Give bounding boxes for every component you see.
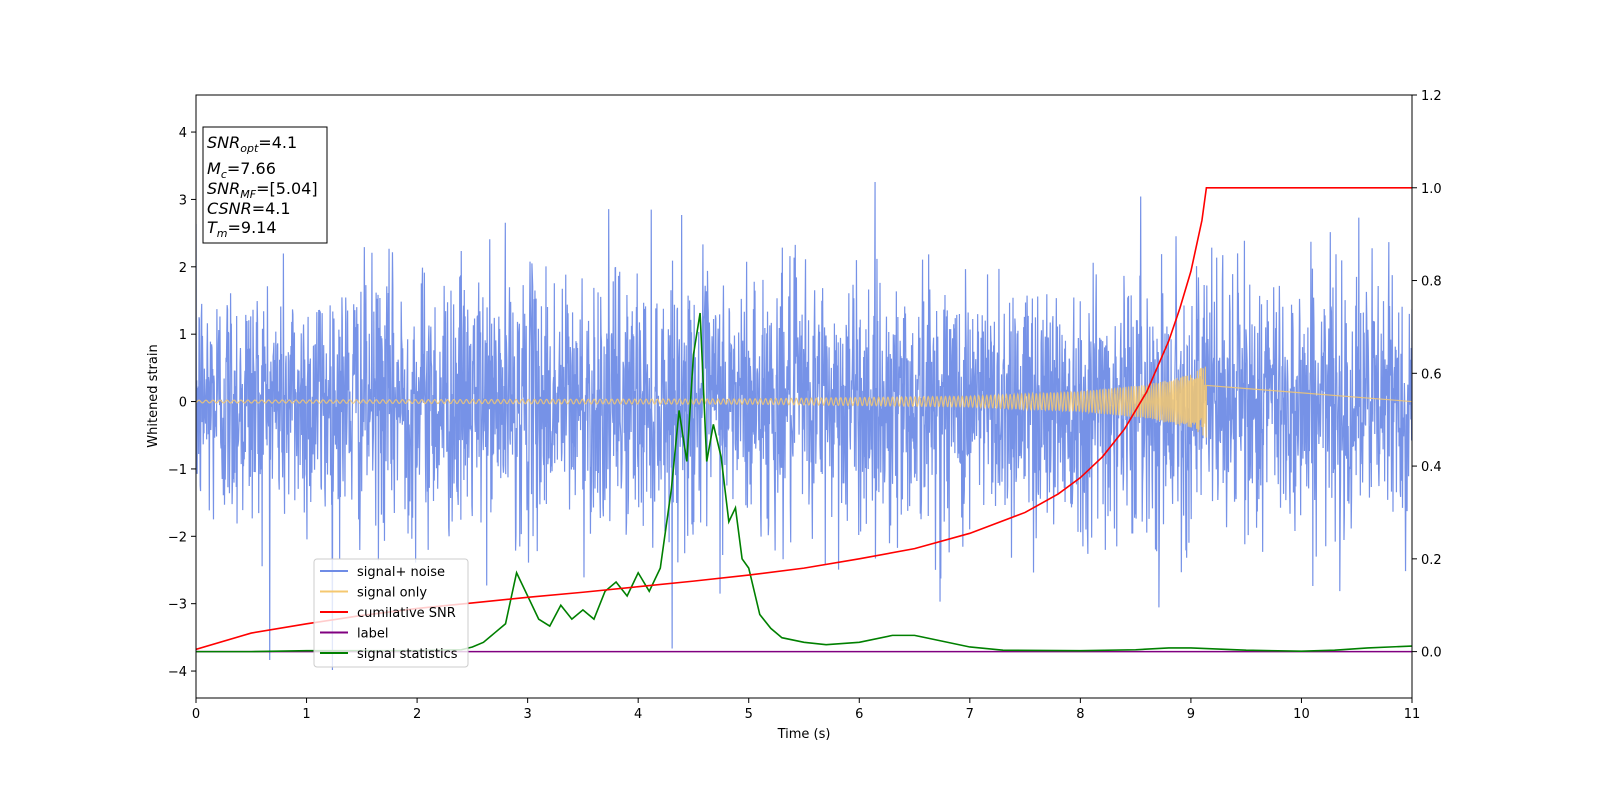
info-box-line: Tm=9.14 — [207, 218, 277, 240]
legend-item-signal-statistics: signal statistics — [320, 647, 458, 662]
y2-tick-label: 0.8 — [1421, 275, 1442, 290]
y-tick-label: 4 — [179, 126, 187, 141]
y-tick-label: −3 — [168, 598, 187, 613]
info-box-line: SNRMF=[5.04] — [207, 179, 318, 201]
y2-tick-label: 0.6 — [1421, 367, 1442, 382]
x-axis-label: Time (s) — [777, 727, 831, 742]
info-box-line: Mc=7.66 — [207, 159, 276, 181]
x-tick-label: 4 — [634, 707, 642, 722]
y2-tick-label: 1.0 — [1421, 182, 1442, 197]
legend-frame — [313, 558, 469, 668]
series-signal-statistics-line — [196, 312, 1412, 653]
x-tick-label: 0 — [192, 707, 200, 722]
x-tick-label: 1 — [302, 707, 310, 722]
x-tick-label: 5 — [745, 707, 753, 722]
plot-frame — [195, 94, 1413, 699]
x-tick-label: 6 — [855, 707, 863, 722]
y2-tick-label: 0.4 — [1421, 460, 1442, 475]
y-tick-label: −4 — [168, 665, 187, 680]
info-box-frame — [202, 126, 328, 244]
legend-item-signal-only: signal only — [320, 586, 427, 601]
x-tick-label: 9 — [1187, 707, 1195, 722]
legend-label: signal statistics — [357, 647, 458, 662]
y-tick-label: −2 — [168, 530, 187, 545]
legend-label: cumilative SNR — [357, 606, 456, 621]
x-tick-label: 11 — [1404, 707, 1421, 722]
x-tick-label: 8 — [1076, 707, 1084, 722]
y-tick-label: 3 — [179, 193, 187, 208]
info-box-line: SNRopt=4.1 — [207, 133, 297, 155]
y-tick-label: 0 — [179, 396, 187, 411]
x-tick-label: 7 — [966, 707, 974, 722]
legend-label: signal only — [357, 586, 427, 601]
y-tick-label: −1 — [168, 463, 187, 478]
y2-tick-label: 0.2 — [1421, 553, 1442, 568]
y-tick-label: 1 — [179, 328, 187, 343]
legend-item-cumulative-snr: cumilative SNR — [320, 606, 456, 621]
legend: signal+ noise signal only cumilative SNR la… — [313, 558, 469, 668]
legend-label: label — [357, 627, 388, 642]
axes-layer: 0 1 2 3 4 5 6 7 8 9 10 11 −4 −3 −2 −1 0 1 2 3 4 0.0 0.2 0.4 0.6 0… — [168, 89, 1442, 722]
info-box-line: CSNR=4.1 — [207, 199, 291, 218]
series-signal-only-line — [196, 366, 1412, 438]
y-axis-label: Whitened strain — [146, 344, 161, 447]
series-signal-noise-line — [196, 182, 1412, 670]
y-tick-label: 2 — [179, 261, 187, 276]
y2-tick-label: 0.0 — [1421, 646, 1442, 661]
legend-item-signal-noise: signal+ noise — [320, 565, 445, 580]
legend-label: signal+ noise — [357, 565, 445, 580]
x-tick-label: 10 — [1293, 707, 1310, 722]
info-box: SNRopt=4.1 Mc=7.66SNRMF=[5.04]CSNR=4.1Tm=… — [202, 126, 328, 244]
y2-tick-label: 1.2 — [1421, 89, 1442, 104]
x-tick-label: 3 — [523, 707, 531, 722]
x-tick-label: 2 — [413, 707, 421, 722]
legend-item-label: label — [320, 627, 388, 642]
